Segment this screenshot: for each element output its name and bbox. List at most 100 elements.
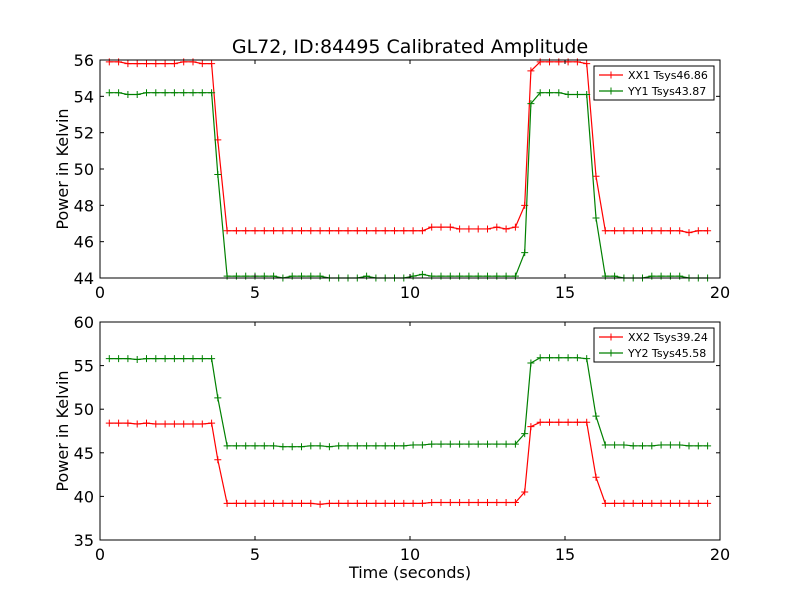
bottom-series-1-point [353, 499, 361, 507]
bottom-series-1-point [521, 488, 529, 496]
bottom-series-2-point [298, 443, 305, 451]
bottom-series-2-point [400, 442, 408, 450]
top-series-1-point [428, 223, 436, 231]
top-legend: XX1 Tsys46.86 YY1 Tsys43.87 [593, 65, 715, 101]
bottom-series-1-point [363, 499, 371, 507]
bottom-series-2-point [704, 442, 712, 450]
bottom-series-1-point [601, 499, 609, 507]
top-series-1-point [564, 58, 572, 66]
top-y-tick-label: 54 [74, 87, 94, 106]
bottom-series-2-point [694, 442, 702, 450]
top-series-1 [105, 58, 712, 237]
top-series-1-point [298, 227, 305, 235]
bottom-series-1-point [288, 499, 296, 507]
top-series-2-point [611, 272, 619, 280]
bottom-series-1-point [704, 499, 712, 507]
bottom-series-1-point [242, 499, 250, 507]
top-y-tick-label: 56 [74, 51, 94, 70]
top-series-2-point [418, 270, 426, 278]
bottom-series-1-point [198, 420, 206, 428]
bottom-x-tick-label: 5 [250, 545, 260, 564]
top-series-2-point [573, 91, 581, 99]
bottom-y-tick-label: 50 [74, 400, 94, 419]
top-series-2-point [189, 89, 197, 97]
top-series-1-point [260, 227, 268, 235]
top-series-1-point [189, 58, 197, 66]
bottom-y-tick-label: 60 [74, 313, 94, 332]
bottom-series-1-point [536, 418, 544, 426]
top-series-2-point [527, 100, 535, 108]
bottom-series-2-point [208, 355, 216, 363]
bottom-series-2-point [391, 442, 398, 450]
bottom-series-2-point [105, 355, 113, 363]
bottom-series-2-point [418, 441, 426, 449]
bottom-series-1-point [676, 499, 684, 507]
top-series-2-point [428, 272, 436, 280]
bottom-series-2-point [456, 440, 464, 448]
top-series-1-point [115, 58, 123, 66]
bottom-series-2-point [288, 443, 296, 451]
top-series-1-point [242, 227, 250, 235]
bottom-series-2-point [198, 355, 206, 363]
bottom-series-1-point [484, 499, 491, 507]
bottom-series-1-point [325, 499, 333, 507]
top-series-2-point [493, 272, 501, 280]
bottom-series-2-point [242, 442, 250, 450]
bottom-series-2-point [446, 440, 454, 448]
top-x-tick-label: 10 [400, 283, 420, 302]
bottom-series-1-point [279, 499, 287, 507]
bottom-y-tick-label: 55 [74, 357, 94, 376]
bottom-series-2-point [353, 442, 361, 450]
top-series-1-point [620, 227, 628, 235]
top-legend-label-2: YY1 Tsys43.87 [627, 85, 706, 98]
top-legend-box [593, 65, 715, 101]
bottom-series-1-point [446, 499, 454, 507]
bottom-series-1-point [465, 499, 473, 507]
top-series-1-point [474, 225, 482, 233]
bottom-x-tick-label: 10 [400, 545, 420, 564]
bottom-series-2-point [133, 355, 141, 363]
bottom-series-1-point [400, 499, 408, 507]
top-series-2-point [124, 91, 132, 99]
top-series-1-point [493, 223, 501, 231]
bottom-legend-marker-2 [607, 349, 615, 357]
top-series-1-point [456, 225, 464, 233]
top-series-1-point [409, 227, 417, 235]
top-series-1-point [381, 227, 389, 235]
top-series-1-point [124, 60, 132, 68]
bottom-series-1-point [115, 419, 123, 427]
bottom-series-1-point [133, 420, 141, 428]
top-series-1-point [307, 227, 315, 235]
bottom-series-1-point [493, 499, 501, 507]
bottom-series-2-point [214, 394, 222, 402]
top-series-1-point [666, 227, 674, 235]
top-series-2-point [564, 91, 572, 99]
top-series-2-point [242, 272, 250, 280]
bottom-series-2-point [363, 442, 371, 450]
top-legend-marker-2 [607, 87, 615, 95]
bottom-series-2 [105, 354, 712, 451]
top-series-1-point [657, 227, 665, 235]
top-series-1-point [676, 227, 684, 235]
bottom-series-2-point [279, 443, 287, 451]
top-series-2-point [583, 91, 591, 99]
bottom-series-1-point [437, 499, 445, 507]
bottom-series-2-point [601, 441, 609, 449]
bottom-series-1-point [502, 499, 510, 507]
top-series-1-point [601, 227, 609, 235]
bottom-series-2-point [527, 359, 535, 367]
top-series-2-point [676, 272, 684, 280]
top-series-1-point [105, 58, 113, 66]
bottom-x-tick-label: 15 [555, 545, 575, 564]
bottom-series-1-point [583, 418, 591, 426]
top-series-1-point [344, 227, 352, 235]
bottom-series-2-point [657, 441, 665, 449]
top-y-axis-label: Power in Kelvin [53, 108, 72, 229]
top-series-1-point [180, 58, 188, 66]
bottom-series-1-point [657, 499, 665, 507]
bottom-series-2-point [620, 441, 628, 449]
bottom-series-2-point [170, 355, 178, 363]
top-series-2-point [298, 272, 305, 280]
bottom-series-2-point [115, 355, 123, 363]
